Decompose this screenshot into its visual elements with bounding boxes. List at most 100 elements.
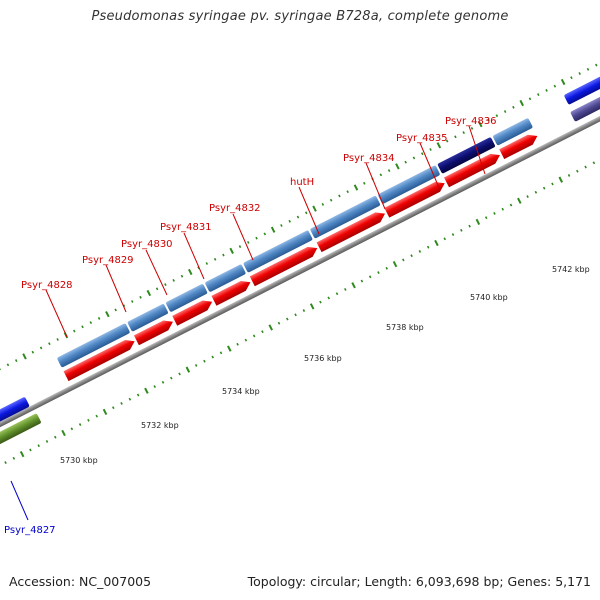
gene-bar-psyr-4828[interactable] <box>57 323 131 368</box>
cds-arrow-psyr-4836[interactable] <box>499 131 540 160</box>
gene-labels: Psyr_4828 Psyr_4829 Psyr_4830 Psyr_4831 … <box>4 116 497 536</box>
scale-tick <box>327 296 330 300</box>
gene-bar-psyr-4829[interactable] <box>127 303 169 332</box>
scale-tick <box>512 105 515 109</box>
scale-label-5736: 5736 kbp <box>304 354 342 363</box>
feature-reverse-blue-left[interactable] <box>0 397 30 441</box>
cds-arrow-psyr-4834[interactable] <box>384 178 447 218</box>
scale-tick <box>484 216 488 220</box>
leader-psyr-4830 <box>145 249 168 296</box>
scale-tick <box>87 418 90 422</box>
scale-tick <box>346 190 349 194</box>
scale-tick <box>22 353 27 360</box>
genome-track <box>0 63 600 465</box>
gene-label-psyr-4836[interactable]: Psyr_4836 <box>445 116 497 127</box>
cds-arrow-psyr-4830[interactable] <box>172 297 214 326</box>
scale-tick <box>252 334 256 338</box>
gene-bar-psyr-4835[interactable] <box>437 137 495 174</box>
scale-tick <box>187 268 193 276</box>
leader-psyr-4834 <box>365 162 386 210</box>
cds-arrow-psyr-4832[interactable] <box>249 243 320 287</box>
leader-huth <box>298 186 320 235</box>
scale-tick <box>478 121 483 128</box>
feature-reverse-olive[interactable] <box>0 413 42 458</box>
gene-bar-psyr-4831[interactable] <box>205 264 247 292</box>
scale-tick <box>170 376 173 380</box>
scale-tick <box>144 387 149 394</box>
scale-tick <box>443 237 446 241</box>
scale-tick <box>429 148 432 151</box>
scale-tick <box>418 250 422 253</box>
leader-psyr-4828 <box>45 289 68 338</box>
scale-tick <box>102 408 108 416</box>
scale-tick <box>203 359 206 363</box>
gene-label-psyr-4832[interactable]: Psyr_4832 <box>209 203 261 214</box>
gene-bar-psyr-4834[interactable] <box>377 165 440 204</box>
scale-tick <box>487 118 490 122</box>
scale-tick <box>89 321 93 325</box>
scale-tick <box>172 278 175 282</box>
scale-tick <box>517 197 522 204</box>
leader-psyr-4827 <box>10 480 29 521</box>
scale-tick <box>72 329 76 333</box>
scale-tick <box>227 345 232 352</box>
scale-tick <box>363 181 366 185</box>
scale-tick <box>161 380 165 384</box>
leader-psyr-4835 <box>419 142 441 191</box>
scale-tick <box>454 135 457 139</box>
scale-tick <box>312 205 317 212</box>
scale-tick <box>495 114 499 118</box>
scale-tick <box>402 258 405 262</box>
gene-label-psyr-4835[interactable]: Psyr_4835 <box>396 133 448 144</box>
scale-tick <box>542 186 546 190</box>
feature-reverse-blue[interactable] <box>564 63 600 105</box>
gene-label-psyr-4831[interactable]: Psyr_4831 <box>160 222 212 233</box>
scale-tick <box>501 207 505 211</box>
scale-tick <box>280 224 283 227</box>
scale-tick <box>519 99 524 107</box>
gene-bar-huth[interactable] <box>310 195 381 239</box>
gene-label-psyr-4834[interactable]: Psyr_4834 <box>343 153 395 164</box>
gene-label-psyr-4830[interactable]: Psyr_4830 <box>121 239 173 250</box>
gene-label-huth[interactable]: hutH <box>290 177 314 188</box>
gene-bar-psyr-4830[interactable] <box>165 283 208 312</box>
cds-arrow-psyr-4829[interactable] <box>133 317 176 346</box>
cds-arrow-psyr-4828[interactable] <box>63 336 138 382</box>
scale-label-5732: 5732 kbp <box>141 421 179 430</box>
gene-label-psyr-4827[interactable]: Psyr_4827 <box>4 525 56 536</box>
scale-tick <box>164 283 167 287</box>
gene-label-psyr-4828[interactable]: Psyr_4828 <box>21 280 73 291</box>
cds-arrow-psyr-4831[interactable] <box>211 277 253 306</box>
feature-reverse-purple[interactable] <box>570 79 600 122</box>
scale-tick <box>537 93 540 97</box>
scale-tick <box>426 245 430 249</box>
scale-tick <box>385 266 388 270</box>
scale-tick <box>277 321 281 325</box>
scale-tick <box>48 342 51 346</box>
scale-tick <box>470 126 474 130</box>
gene-bar-psyr-4832[interactable] <box>243 230 313 273</box>
scale-tick <box>180 274 184 278</box>
scale-tick <box>368 275 372 279</box>
gene-label-psyr-4829[interactable]: Psyr_4829 <box>82 255 134 266</box>
scale-tick <box>122 304 126 308</box>
scale-tick <box>353 184 359 191</box>
scale-tick <box>120 402 123 405</box>
scale-tick <box>595 63 598 67</box>
scale-tick <box>551 182 554 186</box>
gene-bar-psyr-4836[interactable] <box>492 118 533 146</box>
scale-tick <box>95 414 98 418</box>
scale-tick <box>584 165 587 169</box>
scale-tick <box>338 194 341 198</box>
scale-tick <box>81 325 84 329</box>
scale-tick <box>39 346 43 350</box>
scale-tick <box>128 397 132 401</box>
cds-arrow-huth[interactable] <box>316 209 388 253</box>
scale-tick <box>105 311 110 318</box>
scale-tick <box>12 456 16 460</box>
scale-tick <box>205 262 209 265</box>
scale-tick <box>560 78 566 86</box>
cds-arrow-psyr-4835[interactable] <box>444 150 502 188</box>
scale-tick <box>528 97 532 101</box>
